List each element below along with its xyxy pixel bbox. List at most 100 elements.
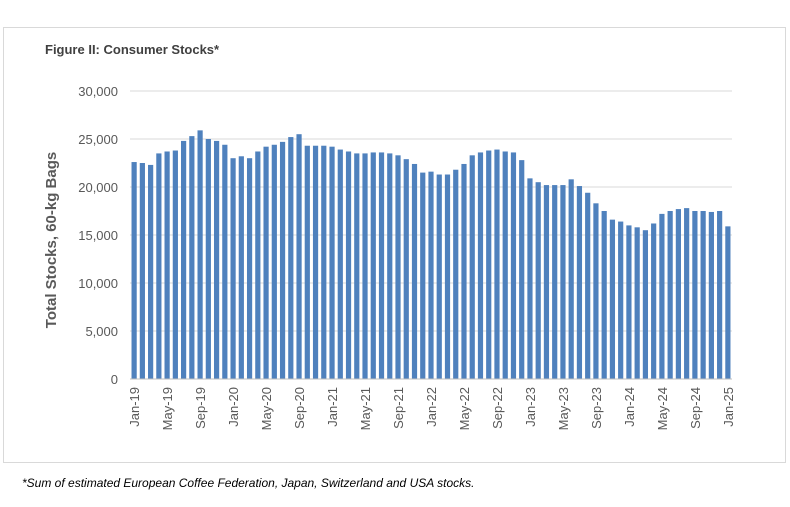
chart-frame bbox=[3, 27, 786, 463]
bar bbox=[279, 141, 286, 379]
bar bbox=[255, 151, 261, 379]
bar bbox=[395, 155, 401, 379]
bar bbox=[560, 185, 566, 379]
bar bbox=[552, 185, 558, 379]
bar bbox=[337, 149, 343, 379]
bar bbox=[387, 153, 393, 379]
bar bbox=[717, 211, 723, 379]
bar bbox=[321, 145, 327, 379]
bar bbox=[304, 145, 310, 379]
x-tick-label: May-24 bbox=[655, 387, 670, 430]
bar bbox=[230, 158, 236, 379]
bar bbox=[131, 162, 137, 379]
bar bbox=[618, 221, 624, 379]
bar bbox=[585, 192, 591, 379]
bar bbox=[189, 136, 195, 379]
x-tick-label: May-23 bbox=[556, 387, 571, 430]
x-tick-label: Jan-25 bbox=[721, 387, 736, 427]
bar bbox=[609, 219, 616, 379]
bar bbox=[601, 211, 607, 379]
bar bbox=[378, 152, 385, 379]
x-tick-label: Sep-21 bbox=[391, 387, 406, 429]
x-tick-label: Sep-22 bbox=[490, 387, 505, 429]
x-tick-label: May-22 bbox=[457, 387, 472, 430]
bar bbox=[576, 186, 583, 379]
y-tick-label: 0 bbox=[111, 372, 118, 387]
y-tick-label: 25,000 bbox=[78, 132, 118, 147]
bar bbox=[345, 151, 352, 379]
bar bbox=[642, 230, 649, 379]
bar bbox=[197, 130, 203, 379]
x-tick-label: Sep-24 bbox=[688, 387, 703, 429]
y-axis-label: Total Stocks, 60-kg Bags bbox=[43, 152, 60, 328]
x-tick-label: May-21 bbox=[358, 387, 373, 430]
bar bbox=[708, 211, 714, 379]
bar bbox=[527, 178, 533, 379]
x-tick-label: Sep-23 bbox=[589, 387, 604, 429]
footnote: *Sum of estimated European Coffee Federa… bbox=[22, 476, 475, 490]
x-tick-label: Sep-19 bbox=[193, 387, 208, 429]
bar bbox=[535, 182, 541, 379]
bar bbox=[494, 149, 500, 379]
y-tick-label: 15,000 bbox=[78, 228, 118, 243]
x-tick-label: May-20 bbox=[259, 387, 274, 430]
bar bbox=[222, 144, 228, 379]
bar bbox=[651, 223, 657, 379]
x-tick-label: Jan-19 bbox=[127, 387, 142, 427]
bar bbox=[626, 225, 632, 379]
bar bbox=[164, 151, 170, 379]
bar bbox=[436, 174, 442, 379]
bar bbox=[288, 137, 294, 379]
bar bbox=[692, 211, 698, 379]
bar bbox=[205, 139, 211, 379]
bar bbox=[420, 172, 426, 379]
bar bbox=[181, 140, 187, 379]
x-tick-label: Jan-23 bbox=[523, 387, 538, 427]
bar bbox=[453, 169, 459, 379]
bar bbox=[156, 153, 162, 379]
y-tick-label: 30,000 bbox=[78, 84, 118, 99]
bar bbox=[469, 155, 475, 379]
y-tick-label: 5,000 bbox=[85, 324, 118, 339]
bar bbox=[354, 153, 360, 379]
bar bbox=[411, 163, 418, 379]
bar bbox=[634, 227, 640, 379]
bar bbox=[428, 171, 434, 379]
bar bbox=[684, 208, 690, 379]
x-tick-label: Jan-24 bbox=[622, 387, 637, 427]
bar bbox=[312, 145, 319, 379]
bar bbox=[296, 134, 302, 379]
bar bbox=[213, 140, 220, 379]
bar bbox=[543, 185, 550, 379]
bar bbox=[593, 203, 599, 379]
x-tick-label: Jan-21 bbox=[325, 387, 340, 427]
bar bbox=[172, 150, 178, 379]
bar bbox=[362, 153, 368, 379]
bar bbox=[477, 152, 484, 379]
x-tick-label: Sep-20 bbox=[292, 387, 307, 429]
bar bbox=[519, 160, 525, 379]
bar bbox=[271, 144, 277, 379]
bar bbox=[246, 158, 253, 379]
bar bbox=[486, 150, 492, 379]
bar bbox=[329, 146, 335, 379]
bar bbox=[263, 146, 269, 379]
bar bbox=[700, 211, 706, 379]
bar bbox=[461, 163, 467, 379]
bar bbox=[148, 164, 154, 379]
y-tick-label: 10,000 bbox=[78, 276, 118, 291]
bar bbox=[403, 159, 409, 379]
bar bbox=[667, 211, 673, 379]
chart-title: Figure II: Consumer Stocks* bbox=[45, 42, 220, 57]
bar bbox=[568, 179, 574, 379]
x-tick-label: Jan-22 bbox=[424, 387, 439, 427]
bar bbox=[675, 209, 681, 379]
bar bbox=[659, 213, 665, 379]
x-tick-label: Jan-20 bbox=[226, 387, 241, 427]
bar bbox=[510, 152, 517, 379]
y-tick-label: 20,000 bbox=[78, 180, 118, 195]
bar bbox=[139, 163, 145, 379]
x-tick-label: May-19 bbox=[160, 387, 175, 430]
bar bbox=[370, 152, 376, 379]
bar bbox=[725, 226, 731, 379]
